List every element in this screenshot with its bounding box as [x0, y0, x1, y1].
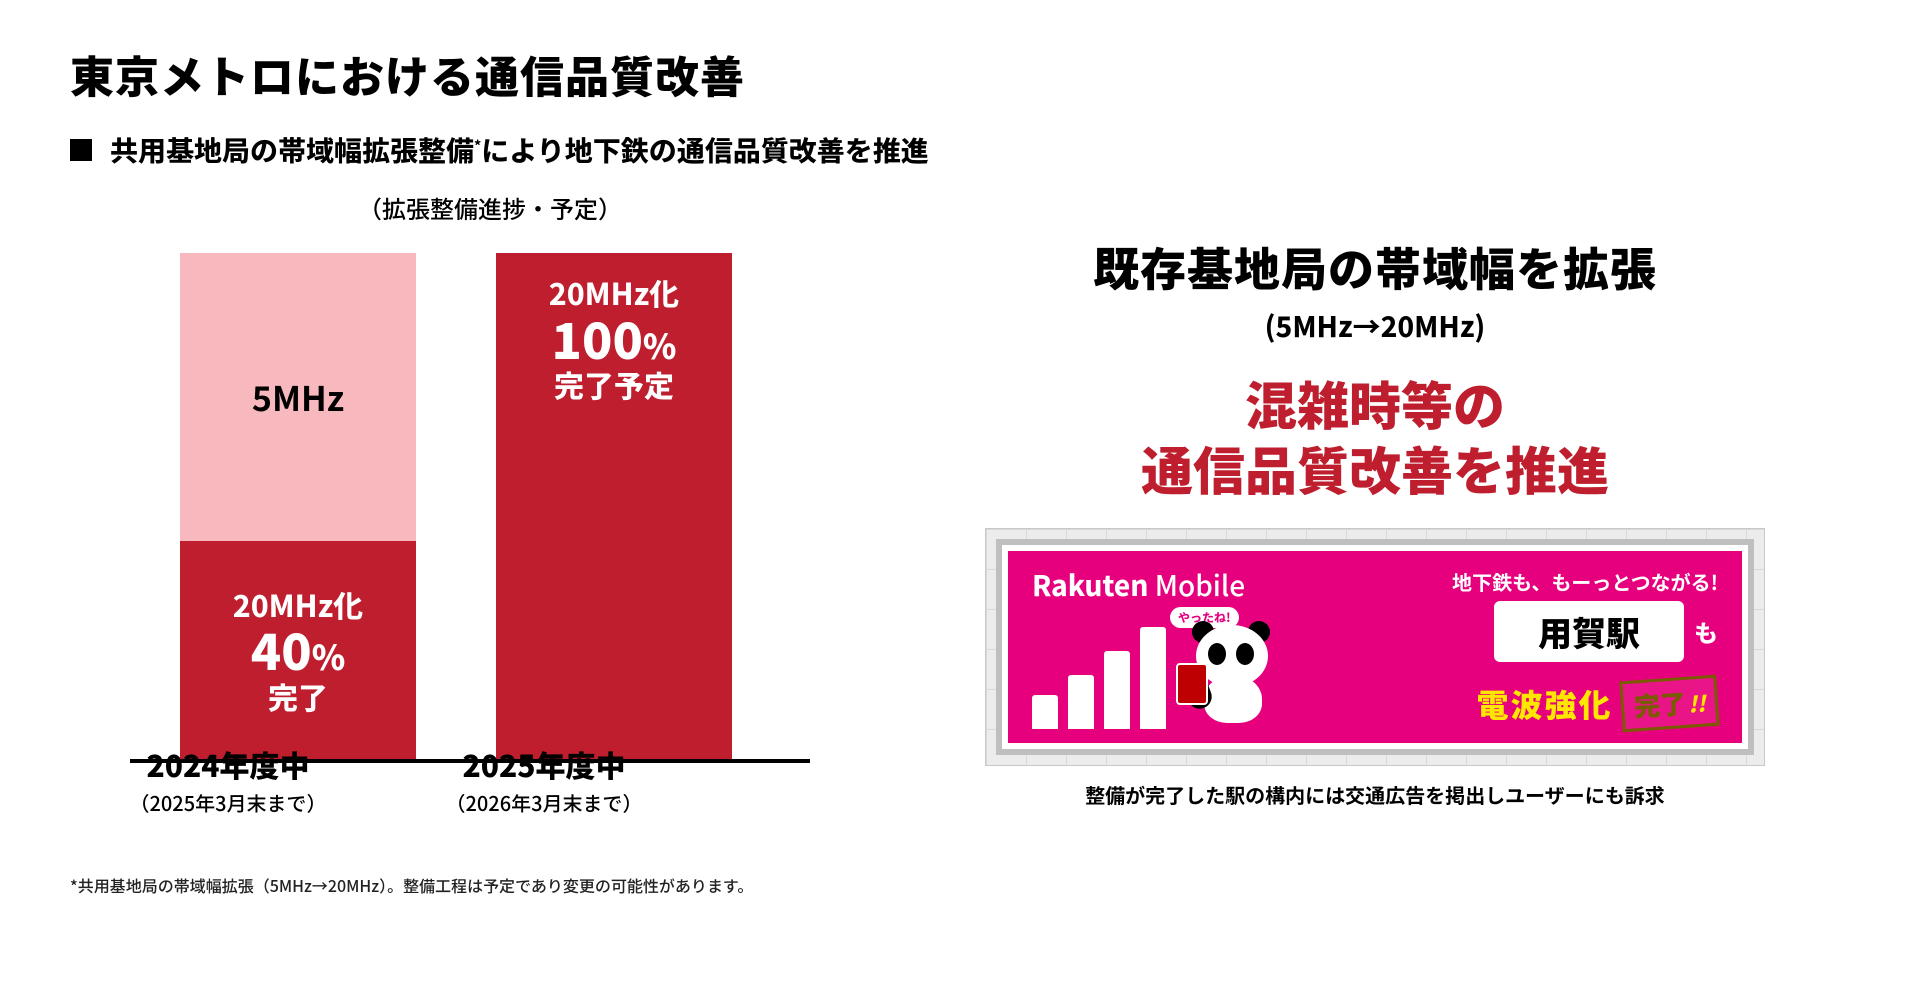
ad-mo: も: [1694, 614, 1718, 649]
ad-left-graphic: やったね!: [1032, 619, 1288, 729]
ad-stamp-ex: !!: [1686, 687, 1706, 720]
slide-title: 東京メトロにおける通信品質改善: [70, 42, 1850, 106]
signal-bar: [1032, 695, 1058, 729]
bar-segment: 20MHz化40%完了: [180, 541, 416, 759]
signal-bar: [1104, 651, 1130, 729]
bar-segment: 5MHz: [180, 253, 416, 541]
right-panel: 既存基地局の帯域幅を拡張 (5MHz→20MHz) 混雑時等の 通信品質改善を推…: [870, 180, 1850, 897]
right-emphasis: 混雑時等の 通信品質改善を推進: [900, 370, 1850, 500]
x-label: 2025年度中（2026年3月末まで）: [426, 742, 662, 817]
signal-bar: [1140, 627, 1166, 729]
signal-bars-icon: [1032, 627, 1166, 729]
chart-area: 20MHz化40%完了5MHz 20MHz化100%完了予定: [130, 253, 810, 763]
ad-station-row: 用賀駅 も: [1494, 601, 1718, 662]
ad-stamp: 完了 !!: [1619, 675, 1720, 733]
subtitle-pre: 共用基地局の帯域幅拡張整備: [110, 130, 474, 170]
x-label: 2024年度中（2025年3月末まで）: [110, 742, 346, 817]
ad-poster: Rakuten Mobile 地下鉄も、もーっとつながる! 用賀駅 も 電波強化…: [1008, 551, 1742, 743]
ad-bottom-row: 電波強化 完了 !!: [1477, 678, 1719, 729]
footnote: *共用基地局の帯域幅拡張（5MHz→20MHz）。整備工程は予定であり変更の可能…: [70, 873, 870, 897]
right-heading: 既存基地局の帯域幅を拡張: [900, 234, 1850, 300]
rakuten-mobile-logo: Rakuten Mobile: [1032, 565, 1245, 605]
logo-brand: Rakuten: [1032, 565, 1148, 605]
ad-stamp-main: 完了: [1632, 684, 1686, 725]
subtitle: 共用基地局の帯域幅拡張整備*により地下鉄の通信品質改善を推進: [110, 130, 929, 170]
red-line1: 混雑時等の: [900, 370, 1850, 435]
slide: 東京メトロにおける通信品質改善 共用基地局の帯域幅拡張整備*により地下鉄の通信品…: [0, 0, 1920, 1004]
logo-sub: Mobile: [1148, 565, 1245, 605]
ad-denpa: 電波強化: [1477, 681, 1613, 727]
ad-caption: 整備が完了した駅の構内には交通広告を掲出しユーザーにも訴求: [900, 780, 1850, 809]
signal-bar: [1068, 675, 1094, 729]
main-area: （拡張整備進捗・予定） 20MHz化40%完了5MHz 20MHz化100%完了予…: [70, 180, 1850, 897]
subtitle-post: により地下鉄の通信品質改善を推進: [481, 130, 928, 170]
ad-photo: Rakuten Mobile 地下鉄も、もーっとつながる! 用賀駅 も 電波強化…: [985, 528, 1765, 766]
chart-caption: （拡張整備進捗・予定）: [110, 190, 870, 225]
right-subheading: (5MHz→20MHz): [900, 306, 1850, 346]
subtitle-row: 共用基地局の帯域幅拡張整備*により地下鉄の通信品質改善を推進: [70, 130, 1850, 170]
ad-tagline: 地下鉄も、もーっとつながる!: [1452, 567, 1718, 596]
panda-mascot-icon: やったね!: [1178, 619, 1288, 729]
bullet-square-icon: [70, 139, 92, 161]
red-line2: 通信品質改善を推進: [900, 435, 1850, 500]
chart-panel: （拡張整備進捗・予定） 20MHz化40%完了5MHz 20MHz化100%完了予…: [70, 180, 870, 897]
bar-segment: 20MHz化100%完了予定: [496, 253, 732, 759]
ad-station: 用賀駅: [1494, 601, 1684, 662]
ad-frame-inner: Rakuten Mobile 地下鉄も、もーっとつながる! 用賀駅 も 電波強化…: [996, 539, 1754, 755]
